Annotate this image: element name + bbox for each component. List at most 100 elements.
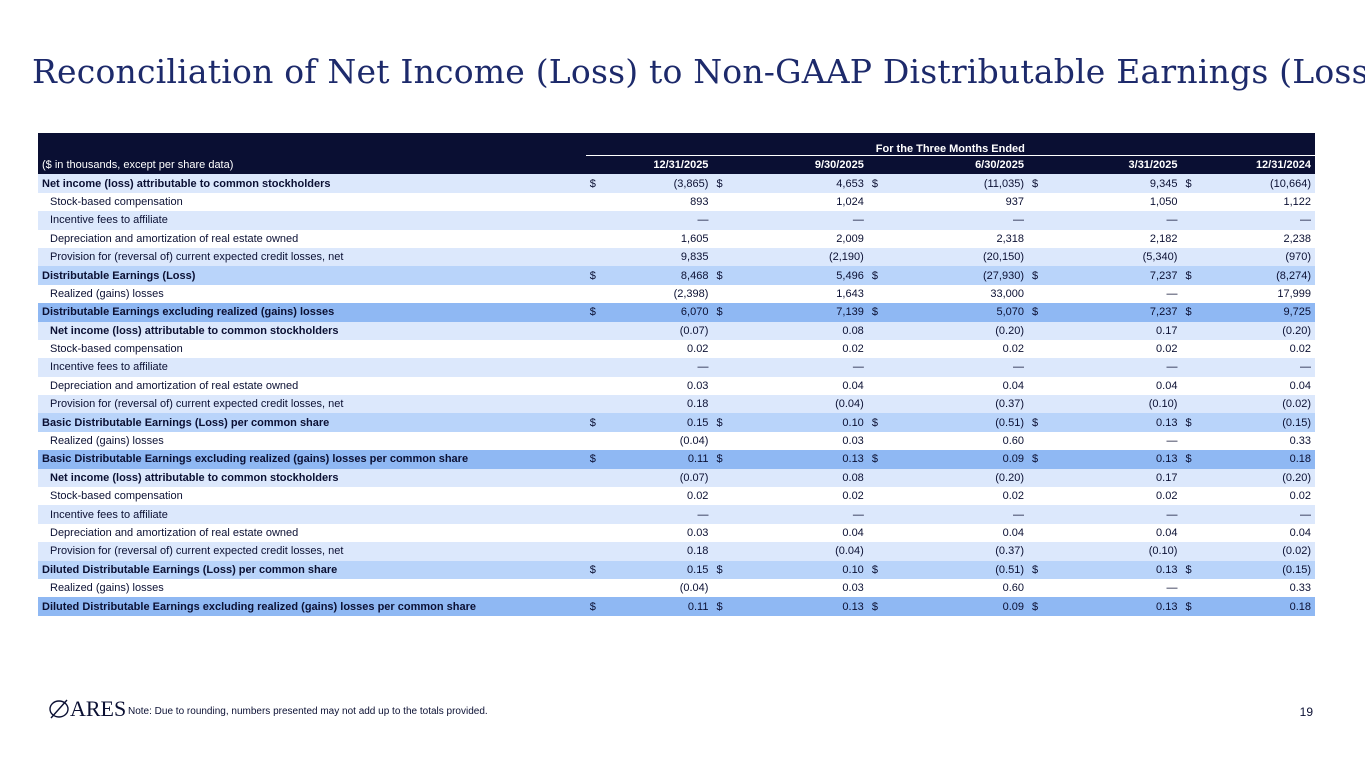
cell-value: —	[733, 358, 868, 377]
cell-value: (0.37)	[889, 542, 1028, 561]
currency-symbol: $	[1181, 303, 1203, 322]
table-row: Basic Distributable Earnings excluding r…	[38, 450, 1315, 469]
cell-value: —	[1049, 358, 1182, 377]
cell-value: (0.07)	[607, 321, 713, 340]
cell-value: 0.02	[1049, 339, 1182, 359]
table-row: Provision for (reversal of) current expe…	[38, 542, 1315, 561]
cell-value: 0.18	[607, 395, 713, 414]
column-header: 6/30/2025	[889, 155, 1028, 175]
currency-symbol: $	[867, 560, 890, 579]
table-row: Depreciation and amortization of real es…	[38, 229, 1315, 248]
cell-value: 33,000	[889, 284, 1028, 304]
table-row: Incentive fees to affiliate — — — — —	[38, 211, 1315, 230]
cell-value: 0.17	[1049, 468, 1182, 488]
cell-value: 9,835	[607, 247, 713, 267]
cell-value: (0.04)	[733, 395, 868, 414]
row-label: Realized (gains) losses	[38, 578, 586, 598]
cell-value: 2,318	[889, 229, 1028, 248]
row-label: Stock-based compensation	[38, 192, 586, 212]
row-label: Provision for (reversal of) current expe…	[38, 247, 586, 267]
cell-value: (5,340)	[1049, 247, 1182, 267]
row-label: Provision for (reversal of) current expe…	[38, 542, 586, 561]
row-label: Net income (loss) attributable to common…	[38, 468, 586, 488]
row-label: Incentive fees to affiliate	[38, 505, 586, 524]
currency-symbol: $	[1028, 266, 1050, 285]
ares-logo: ARES	[48, 696, 126, 722]
currency-symbol: $	[1181, 597, 1203, 616]
column-header: 12/31/2024	[1203, 155, 1315, 175]
cell-value: —	[607, 505, 713, 524]
cell-value: 0.02	[607, 339, 713, 359]
cell-value: 0.17	[1049, 321, 1182, 340]
currency-symbol: $	[585, 560, 608, 579]
cell-value: 1,050	[1049, 192, 1182, 212]
cell-value: 0.13	[733, 597, 868, 616]
cell-value: 0.08	[733, 321, 868, 340]
cell-value: —	[1203, 358, 1315, 377]
currency-symbol: $	[867, 597, 890, 616]
currency-symbol: $	[1028, 303, 1050, 322]
cell-value: —	[733, 211, 868, 230]
cell-value: (0.07)	[607, 468, 713, 488]
currency-symbol: $	[712, 174, 734, 193]
cell-value: 6,070	[607, 303, 713, 322]
ares-logo-mark-icon	[49, 699, 69, 719]
cell-value: 7,237	[1049, 266, 1182, 285]
cell-value: 5,496	[733, 266, 868, 285]
cell-value: 0.60	[889, 431, 1028, 451]
cell-value: 0.08	[733, 468, 868, 488]
table-row: Realized (gains) losses (0.04) 0.03 0.60 — 0.…	[38, 578, 1315, 598]
cell-value: 0.04	[889, 523, 1028, 543]
cell-value: —	[1049, 578, 1182, 598]
cell-value: 0.04	[733, 523, 868, 543]
cell-value: (3,865)	[607, 174, 713, 193]
cell-value: 0.33	[1203, 431, 1315, 451]
currency-symbol: $	[1181, 413, 1203, 432]
column-header: 3/31/2025	[1049, 155, 1182, 175]
page-number: 19	[1299, 705, 1313, 719]
logo-text: ARES	[70, 696, 127, 721]
cell-value: 2,009	[733, 229, 868, 248]
cell-value: 0.18	[1203, 597, 1315, 616]
cell-value: 0.03	[733, 431, 868, 451]
row-label: Depreciation and amortization of real es…	[38, 523, 586, 543]
cell-value: 0.60	[889, 578, 1028, 598]
cell-value: —	[1203, 505, 1315, 524]
cell-value: (0.02)	[1203, 542, 1315, 561]
currency-symbol: $	[1028, 597, 1050, 616]
table-row: Realized (gains) losses (2,398) 1,643 33,00…	[38, 284, 1315, 304]
currency-symbol: $	[1028, 413, 1050, 432]
currency-symbol: $	[585, 597, 608, 616]
cell-value: 0.13	[1049, 560, 1182, 579]
cell-value: (0.15)	[1203, 560, 1315, 579]
table-row: Provision for (reversal of) current expe…	[38, 247, 1315, 267]
cell-value: (2,190)	[733, 247, 868, 267]
row-label: Net income (loss) attributable to common…	[38, 321, 586, 340]
cell-value: 1,643	[733, 284, 868, 304]
cell-value: 0.02	[733, 487, 868, 506]
cell-value: 7,139	[733, 303, 868, 322]
row-label: Depreciation and amortization of real es…	[38, 376, 586, 396]
currency-symbol: $	[585, 303, 608, 322]
currency-symbol: $	[585, 450, 608, 469]
cell-value: 0.03	[607, 523, 713, 543]
cell-value: (0.51)	[889, 560, 1028, 579]
cell-value: 9,725	[1203, 303, 1315, 322]
cell-value: 17,999	[1203, 284, 1315, 304]
table-row: Basic Distributable Earnings (Loss) per …	[38, 413, 1315, 432]
cell-value: —	[1049, 431, 1182, 451]
row-label: Incentive fees to affiliate	[38, 211, 586, 230]
cell-value: (0.20)	[1203, 321, 1315, 340]
row-label: Distributable Earnings excluding realize…	[38, 303, 586, 322]
cell-value: (970)	[1203, 247, 1315, 267]
cell-value: 0.02	[889, 487, 1028, 506]
table-row: Depreciation and amortization of real es…	[38, 523, 1315, 543]
cell-value: (0.20)	[1203, 468, 1315, 488]
cell-value: (0.10)	[1049, 395, 1182, 414]
table-row: Net income (loss) attributable to common…	[38, 174, 1315, 193]
currency-symbol: $	[1181, 266, 1203, 285]
cell-value: 0.02	[1203, 487, 1315, 506]
cell-value: 0.02	[607, 487, 713, 506]
column-header: 9/30/2025	[733, 155, 868, 175]
row-label: Basic Distributable Earnings excluding r…	[38, 450, 586, 469]
